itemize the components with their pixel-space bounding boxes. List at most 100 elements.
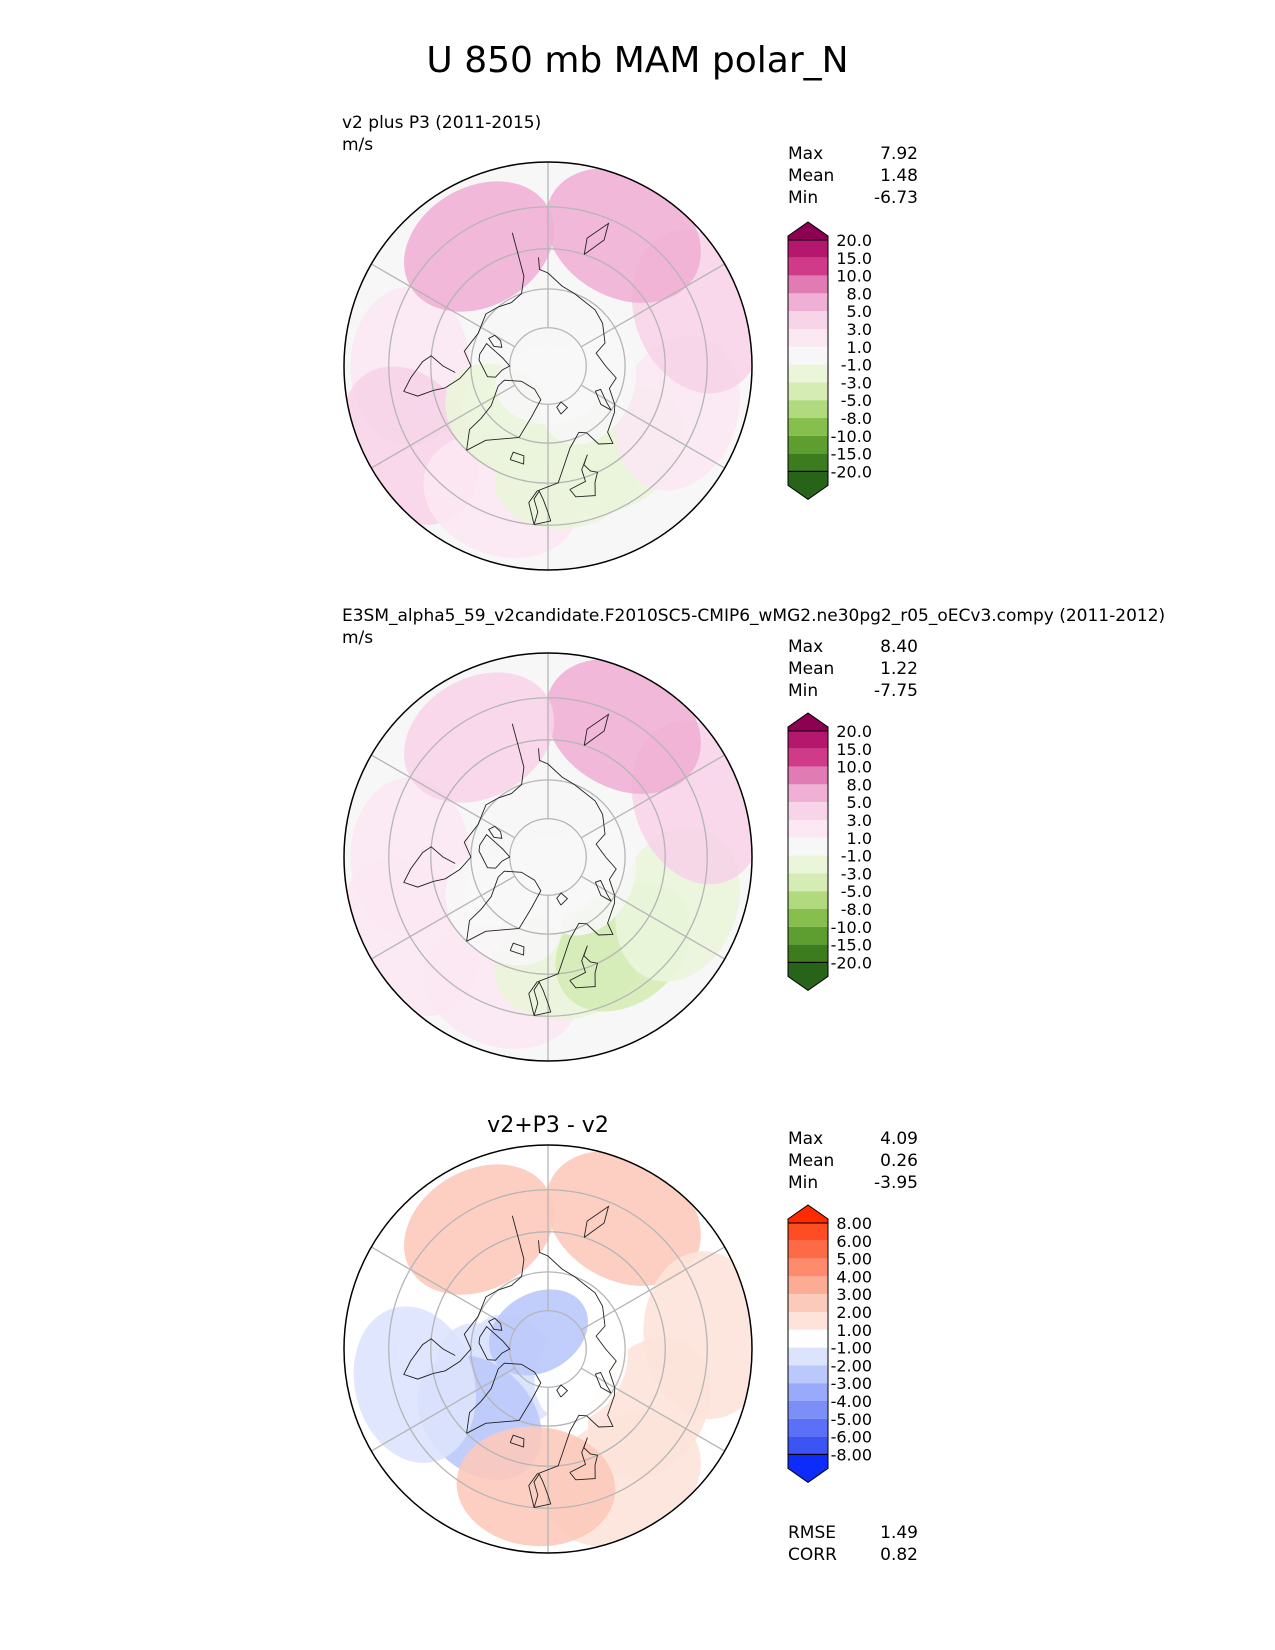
colorbar-tick-label: -10.0 <box>831 918 872 937</box>
stat-label: Min <box>788 1173 819 1193</box>
colorbar-tick-label: 10.0 <box>836 758 872 777</box>
colorbar-segment <box>788 802 828 820</box>
colorbar-tick-label: -5.0 <box>841 391 872 410</box>
colorbar-tick-label: 6.00 <box>836 1232 872 1251</box>
coastline <box>538 257 617 405</box>
map-panel-1 <box>343 161 753 571</box>
colorbar-tick-label: -4.00 <box>831 1392 872 1411</box>
stat-label: Min <box>788 681 819 701</box>
coastline <box>533 1473 552 1509</box>
coastline <box>569 454 599 498</box>
colorbar-1: 20.015.010.08.05.03.01.0-1.0-3.0-5.0-8.0… <box>787 221 872 501</box>
colorbar-frame <box>787 1222 829 1455</box>
colorbar-segment <box>788 1347 828 1366</box>
coastline <box>478 342 511 378</box>
coastlines <box>403 222 617 526</box>
field-blob <box>545 168 701 303</box>
coastline <box>538 1240 617 1388</box>
stat-label: RMSE <box>788 1523 837 1543</box>
field-blob <box>404 1164 555 1295</box>
field-blob <box>456 1426 616 1547</box>
colorbar-segment <box>788 1312 828 1330</box>
panel1-units: m/s <box>342 135 374 155</box>
map-panel-2 <box>343 652 753 1062</box>
field-blob <box>495 836 601 916</box>
stat-label: Max <box>788 144 824 164</box>
colorbar-tick-label: -1.0 <box>841 847 872 866</box>
colorbar-segment <box>788 1223 828 1241</box>
colorbar-segment <box>788 400 828 418</box>
map-border <box>343 161 753 571</box>
colorbar-tick-label: -2.00 <box>831 1356 872 1375</box>
panel2-units: m/s <box>342 628 374 648</box>
colorbar-segment <box>788 891 828 909</box>
stat-label: Mean <box>788 1151 835 1171</box>
coastline <box>509 942 525 956</box>
coastline <box>538 748 617 896</box>
panel3-stats: Max 4.09 Mean 0.26 Min -3.95 <box>788 1128 918 1194</box>
colorbar-tick-label: -5.0 <box>841 882 872 901</box>
colorbar-segment <box>788 909 828 927</box>
colorbar-2: 20.015.010.08.05.03.01.0-1.0-3.0-5.0-8.0… <box>787 712 872 992</box>
colorbar-tick-label: 15.0 <box>836 249 872 268</box>
colorbar-tick-label: 20.0 <box>836 722 872 741</box>
coastline <box>594 879 612 902</box>
coastline <box>556 892 569 906</box>
stat-value: 1.48 <box>880 166 918 186</box>
panel1-title: v2 plus P3 (2011-2015) <box>342 113 542 133</box>
colorbar-extend-min <box>787 470 829 501</box>
colorbar-segment <box>788 1383 828 1401</box>
coastline <box>569 1437 599 1481</box>
colorbar-segment <box>788 748 828 767</box>
panel2-title: E3SM_alpha5_59_v2candidate.F2010SC5-CMIP… <box>342 606 1166 626</box>
colorbar-tick-label: 10.0 <box>836 267 872 286</box>
stat-label: Max <box>788 637 824 657</box>
stat-value: 8.40 <box>880 637 918 657</box>
colorbar-tick-label: -6.00 <box>831 1428 872 1447</box>
colorbar-tick-label: 1.0 <box>847 829 872 848</box>
colorbar-tick-label: 1.0 <box>847 338 872 357</box>
stat-label: Mean <box>788 659 835 679</box>
field-blob <box>545 1151 701 1286</box>
coastline <box>509 451 525 465</box>
coastline <box>488 1317 503 1331</box>
coastline <box>466 379 542 451</box>
stat-label: Mean <box>788 166 835 186</box>
coastline <box>583 1205 610 1238</box>
colorbar-segment <box>788 275 828 294</box>
coastline <box>533 490 552 526</box>
colorbar-tick-label: -20.0 <box>831 462 872 481</box>
colorbar-3: 8.006.005.004.003.002.001.00-1.00-2.00-3… <box>787 1204 872 1484</box>
field-blob <box>488 1289 588 1376</box>
colorbar-tick-label: -20.0 <box>831 953 872 972</box>
colorbar-segment <box>788 1329 828 1348</box>
panel2-stats: Max 8.40 Mean 1.22 Min -7.75 <box>788 636 918 702</box>
colorbar-segment <box>788 820 828 838</box>
stat-label: Min <box>788 188 819 208</box>
colorbar-segment <box>788 873 828 892</box>
coastline <box>488 334 503 348</box>
coastline <box>403 1215 525 1380</box>
stat-value: 7.92 <box>880 144 918 164</box>
colorbar-tick-label: 2.00 <box>836 1303 872 1322</box>
panel1-stats: Max 7.92 Mean 1.48 Min -6.73 <box>788 143 918 209</box>
colorbar-tick-label: -3.0 <box>841 373 872 392</box>
colorbar-segment <box>788 837 828 856</box>
stat-value: 4.09 <box>880 1129 918 1149</box>
stat-value: -3.95 <box>874 1173 918 1193</box>
coastlines <box>403 1205 617 1509</box>
colorbar-tick-label: -15.0 <box>831 445 872 464</box>
coastlines <box>403 713 617 1017</box>
colorbar-tick-label: 5.0 <box>847 793 872 812</box>
colorbar-tick-label: -1.0 <box>841 356 872 375</box>
colorbar-segment <box>788 766 828 785</box>
field-blob <box>404 181 555 312</box>
coastline <box>594 1371 612 1394</box>
colorbar-tick-label: -15.0 <box>831 936 872 955</box>
coastline <box>583 222 610 255</box>
field-blob <box>353 1306 476 1464</box>
colorbar-segment <box>788 293 828 312</box>
colorbar-segment <box>788 382 828 401</box>
colorbar-segment <box>788 1294 828 1312</box>
